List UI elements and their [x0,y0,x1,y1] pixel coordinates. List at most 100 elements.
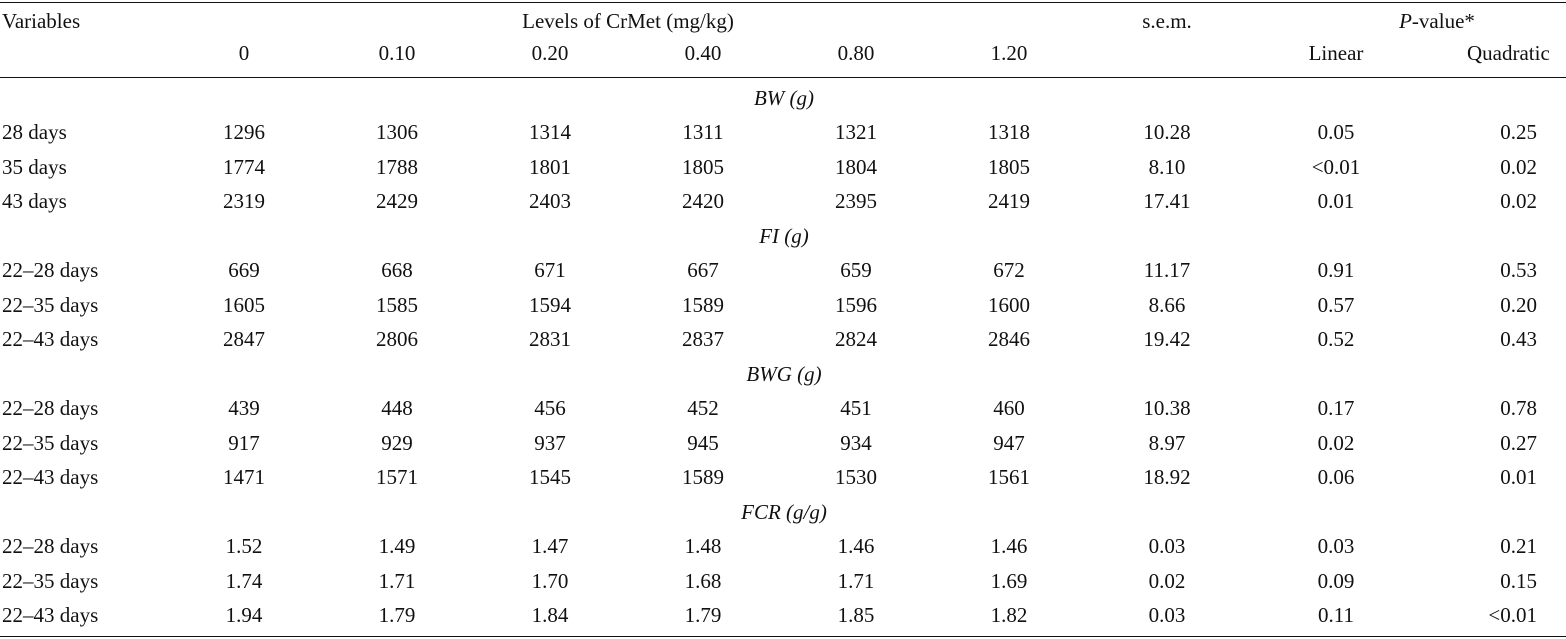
level-value: 1589 [682,465,724,489]
level-value: 1571 [376,465,418,489]
level-value: 2403 [529,189,571,213]
level-value: 1805 [682,154,724,179]
linear-pvalue: 0.06 [1317,465,1355,489]
row-label: 35 days [2,154,67,179]
level-value: 659 [840,258,872,282]
level-value: 934 [840,430,872,455]
sem-value: 8.10 [1148,154,1186,179]
level-value: 672 [993,258,1025,282]
level-value: 2837 [682,327,724,351]
row-label: 22–28 days [2,396,99,420]
row-label: 22–43 days [2,465,99,489]
level-value: 671 [534,258,566,282]
header-variables: Variables [2,9,81,33]
level-value: 945 [687,430,719,455]
level-value: 1.79 [684,603,722,627]
linear-pvalue: 0.03 [1317,534,1355,558]
level-value: 2846 [988,327,1030,351]
header-sem: s.e.m. [1142,9,1192,33]
row-label: 22–35 days [2,568,99,593]
sem-value: 10.28 [1143,120,1191,144]
linear-pvalue: 0.09 [1317,568,1355,593]
level-header: 0 [238,41,250,65]
quadratic-pvalue: 0.78 [1500,396,1537,420]
level-value: 929 [381,430,413,455]
linear-pvalue: 0.91 [1317,258,1355,282]
quadratic-pvalue: 0.02 [1500,154,1537,179]
level-value: 1.74 [225,568,263,593]
quadratic-pvalue: 0.43 [1500,327,1537,351]
linear-pvalue: 0.17 [1317,396,1355,420]
level-value: 1804 [835,154,877,179]
row-label: 28 days [2,120,67,144]
level-value: 917 [228,430,260,455]
level-value: 1600 [988,292,1030,317]
section-title: FI (g) [759,224,809,248]
row-label: 22–43 days [2,603,99,627]
linear-pvalue: <0.01 [1311,154,1361,179]
linear-pvalue: 0.05 [1317,120,1355,144]
row-label: 22–35 days [2,430,99,455]
level-header: 0.10 [378,41,416,65]
level-value: 1805 [988,154,1030,179]
level-value: 1.48 [684,534,722,558]
level-value: 937 [534,430,566,455]
section-title: FCR (g/g) [741,500,827,524]
sem-value: 8.66 [1148,292,1186,317]
level-value: 1318 [988,120,1030,144]
level-value: 1.46 [990,534,1028,558]
section-title: BW (g) [753,86,815,110]
sem-value: 0.03 [1148,603,1186,627]
sem-value: 19.42 [1143,327,1191,351]
level-value: 1596 [835,292,877,317]
header-quadratic: Quadratic [1467,41,1550,65]
quadratic-pvalue: 0.20 [1500,292,1537,317]
level-value: 947 [993,430,1025,455]
quadratic-pvalue: 0.02 [1500,189,1537,213]
level-value: 1605 [223,292,265,317]
level-value: 2847 [223,327,265,351]
level-value: 1314 [529,120,571,144]
header-linear: Linear [1308,41,1364,65]
top-rule [0,2,1566,3]
level-value: 1585 [376,292,418,317]
level-value: 1594 [529,292,571,317]
header-pvalue-p: P [1399,9,1412,33]
level-value: 1.85 [837,603,875,627]
level-value: 2419 [988,189,1030,213]
sem-value: 0.03 [1148,534,1186,558]
level-value: 2420 [682,189,724,213]
linear-pvalue: 0.02 [1317,430,1355,455]
quadratic-pvalue: 0.01 [1500,465,1537,489]
level-value: 439 [228,396,260,420]
level-value: 451 [840,396,872,420]
level-value: 1.70 [531,568,569,593]
quadratic-pvalue: 0.27 [1500,430,1537,455]
level-value: 1530 [835,465,877,489]
level-value: 1.71 [378,568,416,593]
level-value: 1.69 [990,568,1028,593]
level-value: 667 [687,258,719,282]
linear-pvalue: 0.52 [1317,327,1355,351]
level-value: 1306 [376,120,418,144]
linear-pvalue: 0.11 [1318,603,1354,627]
row-label: 43 days [2,189,67,213]
level-value: 1.79 [378,603,416,627]
level-value: 1545 [529,465,571,489]
row-label: 22–28 days [2,258,99,282]
level-value: 2319 [223,189,265,213]
level-value: 2395 [835,189,877,213]
level-value: 669 [228,258,260,282]
sem-value: 10.38 [1143,396,1191,420]
level-value: 2831 [529,327,571,351]
level-value: 1.46 [837,534,875,558]
level-header: 1.20 [990,41,1028,65]
level-header: 0.80 [837,41,875,65]
level-value: 1.47 [531,534,569,558]
level-value: 1.94 [225,603,263,627]
level-value: 1.49 [378,534,416,558]
bottom-rule [0,636,1566,637]
level-header: 0.20 [531,41,569,65]
level-value: 668 [381,258,413,282]
header-rule [0,77,1566,78]
